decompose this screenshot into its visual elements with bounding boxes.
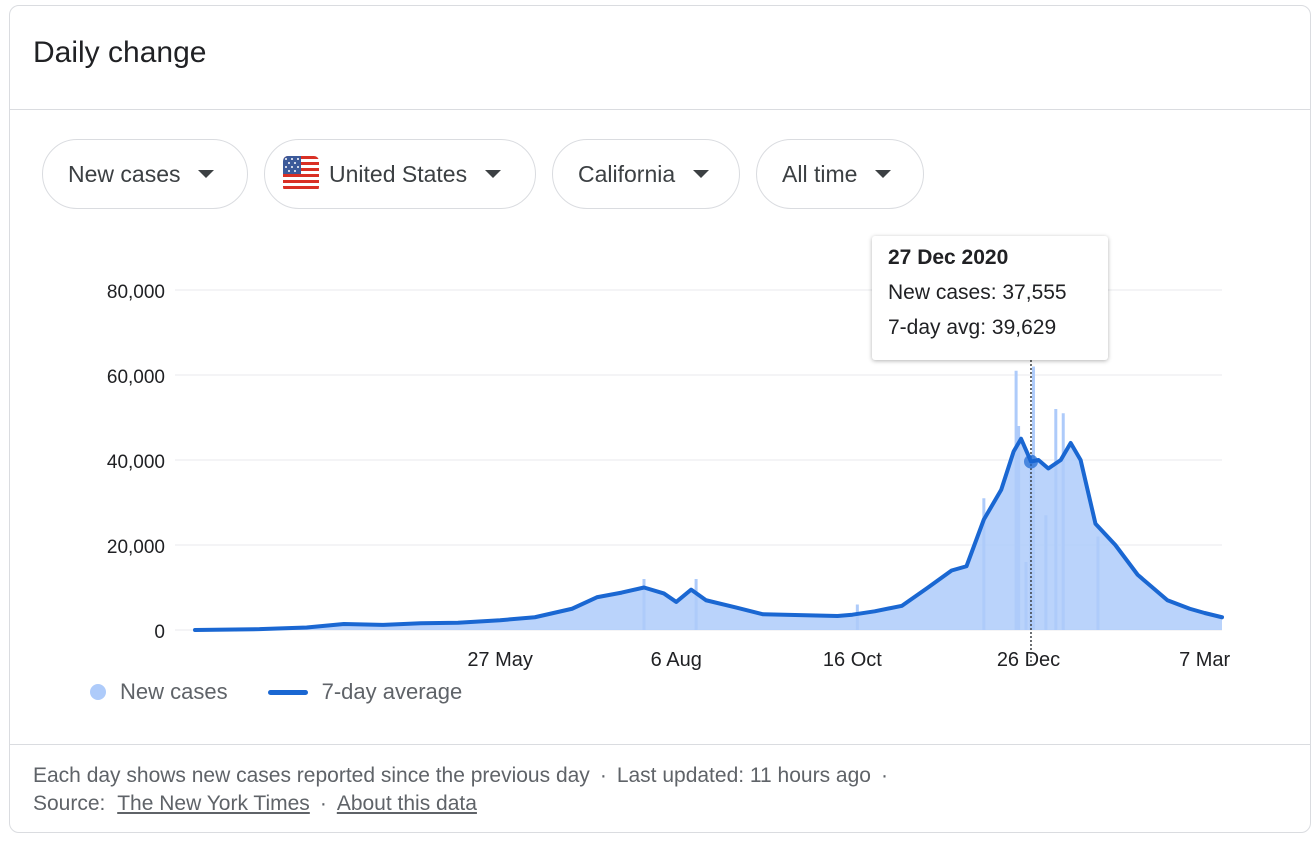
y-tick-label: 60,000 <box>107 367 165 388</box>
range-dropdown[interactable]: All time <box>756 139 924 209</box>
tooltip-new-cases: New cases: 37,555 <box>888 281 1067 304</box>
metric-dropdown[interactable]: New cases <box>42 139 248 209</box>
country-dropdown-label: United States <box>329 160 468 187</box>
y-tick-label: 0 <box>154 622 165 643</box>
footer-note: Each day shows new cases reported since … <box>33 764 590 787</box>
new-cases-bar <box>642 579 646 630</box>
new-cases-bar <box>694 579 698 630</box>
seven-day-average-line <box>193 436 1224 632</box>
header-divider <box>9 109 1311 110</box>
metric-dropdown-label: New cases <box>68 160 181 187</box>
x-tick-label: 7 Mar <box>1179 649 1230 671</box>
tooltip-average: 7-day avg: 39,629 <box>888 316 1057 339</box>
new-cases-legend-swatch <box>90 684 106 700</box>
x-tick-label: 26 Dec <box>997 649 1060 671</box>
chevron-down-icon <box>693 170 710 178</box>
new-cases-bar <box>982 498 986 630</box>
country-dropdown[interactable]: United States <box>264 139 536 209</box>
new-cases-bar <box>1096 536 1100 630</box>
chevron-down-icon <box>198 170 215 178</box>
chart-tooltip: 27 Dec 2020 New cases: 37,555 7-day avg:… <box>872 236 1108 360</box>
card-title: Daily change <box>33 36 207 69</box>
source-label: Source: <box>33 792 106 815</box>
new-cases-bar <box>1029 470 1033 630</box>
new-cases-bar <box>1017 426 1021 630</box>
chevron-down-icon <box>485 170 502 178</box>
x-tick-label: 27 May <box>467 649 533 671</box>
hover-point <box>1023 454 1038 469</box>
y-tick-label: 80,000 <box>107 282 165 303</box>
chevron-down-icon <box>875 170 892 178</box>
tooltip-date: 27 Dec 2020 <box>888 246 1009 269</box>
chart-legend: New cases 7-day average <box>90 679 462 705</box>
new-cases-bar <box>1024 562 1028 630</box>
average-legend-swatch <box>267 689 308 695</box>
new-cases-bar <box>1014 370 1018 630</box>
footer-divider <box>9 744 1311 745</box>
x-tick-label: 6 Aug <box>651 649 702 671</box>
us-flag-icon <box>283 156 319 192</box>
new-cases-legend-label: New cases <box>120 679 228 704</box>
x-tick-label: 16 Oct <box>823 649 882 671</box>
new-cases-bar <box>1054 409 1058 630</box>
footer-separator: · <box>319 792 327 815</box>
range-dropdown-label: All time <box>782 160 858 187</box>
average-legend-label: 7-day average <box>321 679 463 704</box>
y-tick-label: 40,000 <box>107 452 165 473</box>
y-tick-label: 20,000 <box>107 537 165 558</box>
footer-separator: · <box>880 764 888 787</box>
footer-separator: · <box>599 764 607 787</box>
new-cases-bars-area <box>195 438 1222 630</box>
region-dropdown-label: California <box>578 160 676 187</box>
new-cases-bar <box>855 604 859 630</box>
footer-line-2: Source: The New York Times · About this da… <box>33 792 477 816</box>
new-cases-bar <box>1044 515 1048 630</box>
last-updated: Last updated: 11 hours ago <box>616 764 871 787</box>
source-link[interactable]: The New York Times <box>117 792 310 815</box>
about-data-link[interactable]: About this data <box>336 792 477 815</box>
new-cases-bar <box>1061 413 1065 630</box>
region-dropdown[interactable]: California <box>552 139 740 209</box>
new-cases-bar <box>1031 366 1035 630</box>
footer-line-1: Each day shows new cases reported since … <box>33 764 898 788</box>
